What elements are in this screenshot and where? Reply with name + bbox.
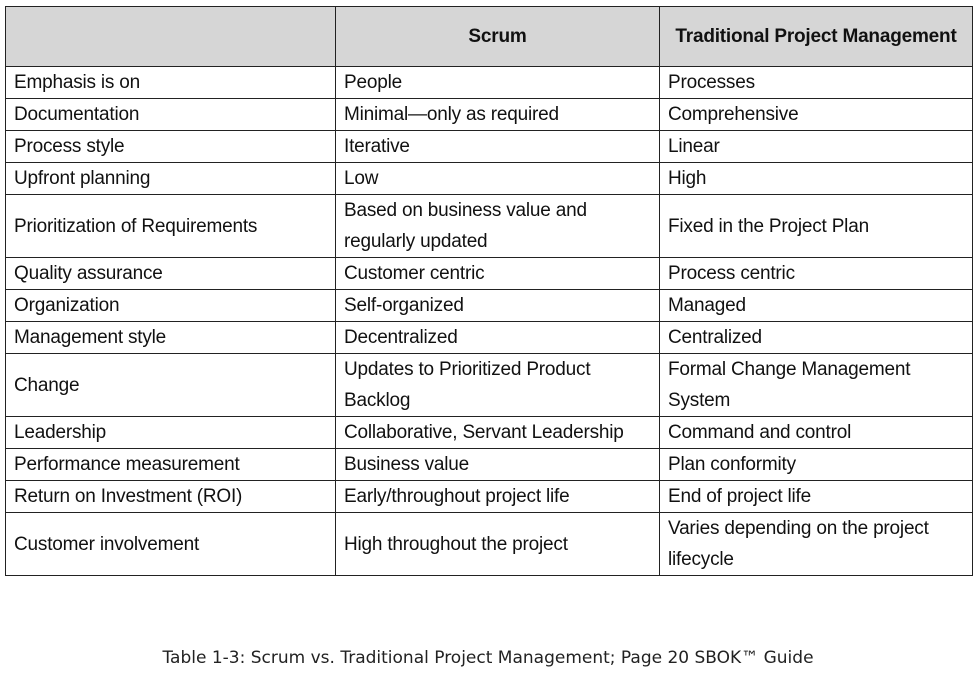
row-label: Organization — [5, 289, 336, 322]
traditional-cell: High — [659, 162, 973, 195]
traditional-cell: Command and control — [659, 416, 973, 449]
comparison-table: Scrum Traditional Project Management Emp… — [5, 6, 973, 576]
row-label: Performance measurement — [5, 448, 336, 481]
scrum-cell: Business value — [335, 448, 660, 481]
row-label: Change — [5, 353, 336, 417]
scrum-cell: Low — [335, 162, 660, 195]
scrum-cell: Self-organized — [335, 289, 660, 322]
header-cell-empty — [5, 6, 336, 67]
traditional-cell: Plan conformity — [659, 448, 973, 481]
traditional-cell: Managed — [659, 289, 973, 322]
header-cell-traditional: Traditional Project Management — [659, 6, 973, 67]
table-row: Process style Iterative Linear — [5, 130, 973, 163]
traditional-cell: End of project life — [659, 480, 973, 513]
scrum-cell: Early/throughout project life — [335, 480, 660, 513]
table-row: Performance measurement Business value P… — [5, 448, 973, 481]
row-label: Management style — [5, 321, 336, 354]
scrum-cell: Decentralized — [335, 321, 660, 354]
traditional-cell: Comprehensive — [659, 98, 973, 131]
table-row: Emphasis is on People Processes — [5, 66, 973, 99]
table-header-row: Scrum Traditional Project Management — [5, 6, 973, 67]
scrum-cell: Based on business value and regularly up… — [335, 194, 660, 258]
table-row: Return on Investment (ROI) Early/through… — [5, 480, 973, 513]
row-label: Documentation — [5, 98, 336, 131]
traditional-cell: Centralized — [659, 321, 973, 354]
table-row: Change Updates to Prioritized Product Ba… — [5, 353, 973, 417]
table-row: Customer involvement High throughout the… — [5, 512, 973, 576]
table-row: Upfront planning Low High — [5, 162, 973, 195]
traditional-cell: Varies depending on the project lifecycl… — [659, 512, 973, 576]
table-row: Documentation Minimal—only as required C… — [5, 98, 973, 131]
traditional-cell: Process centric — [659, 257, 973, 290]
scrum-cell: Updates to Prioritized Product Backlog — [335, 353, 660, 417]
traditional-cell: Linear — [659, 130, 973, 163]
scrum-cell: High throughout the project — [335, 512, 660, 576]
traditional-cell: Fixed in the Project Plan — [659, 194, 973, 258]
header-cell-scrum: Scrum — [335, 6, 660, 67]
row-label: Quality assurance — [5, 257, 336, 290]
table-row: Management style Decentralized Centraliz… — [5, 321, 973, 354]
row-label: Prioritization of Requirements — [5, 194, 336, 258]
row-label: Emphasis is on — [5, 66, 336, 99]
table-row: Organization Self-organized Managed — [5, 289, 973, 322]
row-label: Customer involvement — [5, 512, 336, 576]
scrum-cell: Collaborative, Servant Leadership — [335, 416, 660, 449]
traditional-cell: Formal Change Management System — [659, 353, 973, 417]
table-caption: Table 1-3: Scrum vs. Traditional Project… — [162, 648, 814, 668]
scrum-cell: People — [335, 66, 660, 99]
scrum-cell: Iterative — [335, 130, 660, 163]
row-label: Upfront planning — [5, 162, 336, 195]
row-label: Process style — [5, 130, 336, 163]
traditional-cell: Processes — [659, 66, 973, 99]
row-label: Leadership — [5, 416, 336, 449]
table-row: Prioritization of Requirements Based on … — [5, 194, 973, 258]
scrum-cell: Customer centric — [335, 257, 660, 290]
scrum-cell: Minimal—only as required — [335, 98, 660, 131]
table-row: Quality assurance Customer centric Proce… — [5, 257, 973, 290]
row-label: Return on Investment (ROI) — [5, 480, 336, 513]
table-row: Leadership Collaborative, Servant Leader… — [5, 416, 973, 449]
